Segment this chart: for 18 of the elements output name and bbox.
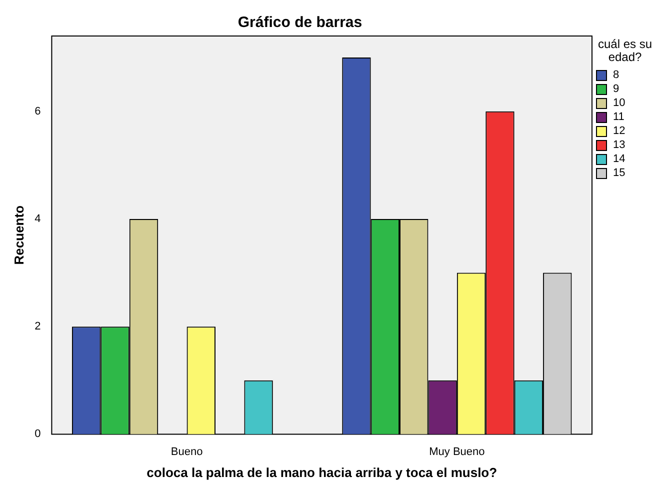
x-axis-title: coloca la palma de la mano hacia arriba y toca el muslo?: [146, 464, 498, 480]
x-tick-label: Bueno: [170, 446, 203, 458]
chart-title: Gráfico de barras: [238, 14, 362, 32]
y-tick-label: 6: [34, 105, 41, 118]
legend-label: 10: [613, 97, 626, 109]
legend-label: 12: [613, 125, 626, 137]
legend-title: cuál es su edad?: [596, 37, 654, 64]
legend-label: 14: [613, 153, 626, 165]
legend-label: 9: [613, 83, 620, 95]
y-tick-label: 0: [34, 428, 41, 440]
legend-label: 13: [613, 139, 626, 151]
y-axis-title: Recuento: [11, 205, 26, 265]
y-tick-label: 2: [34, 320, 41, 333]
y-tick-label: 4: [34, 212, 41, 225]
x-tick-label: Muy Bueno: [429, 446, 485, 458]
legend-label: 15: [613, 167, 626, 179]
legend-label: 8: [613, 69, 620, 81]
legend-label: 11: [613, 111, 624, 123]
